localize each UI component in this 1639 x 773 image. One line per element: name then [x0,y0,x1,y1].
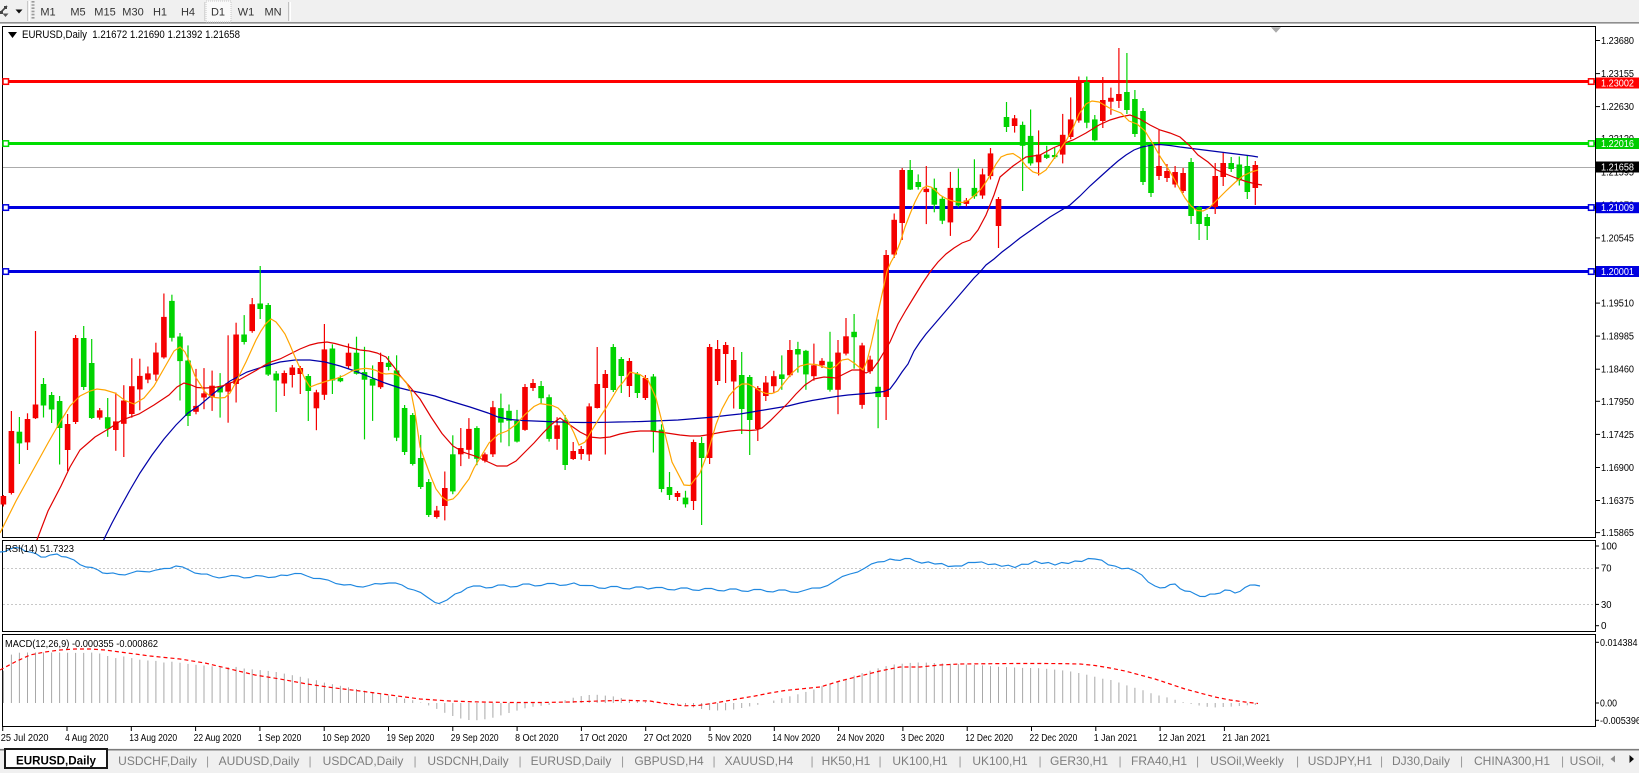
svg-text:22 Aug 2020: 22 Aug 2020 [194,732,242,744]
svg-text:1.16375: 1.16375 [1601,496,1634,507]
svg-text:1.21658: 1.21658 [1601,163,1634,174]
svg-text:1 Sep 2020: 1 Sep 2020 [258,732,302,744]
svg-text:100: 100 [1601,542,1617,553]
svg-text:|: | [1118,754,1121,768]
svg-text:10 Sep 2020: 10 Sep 2020 [322,732,370,744]
svg-text:UK100,H1: UK100,H1 [972,754,1028,768]
svg-text:M15: M15 [94,7,115,19]
svg-text:H4: H4 [181,7,195,19]
svg-text:UK100,H1: UK100,H1 [892,754,948,768]
svg-text:1.19510: 1.19510 [1601,299,1634,310]
svg-text:-0.005396: -0.005396 [1600,716,1639,727]
svg-text:0.00: 0.00 [1600,699,1617,710]
svg-text:22 Dec 2020: 22 Dec 2020 [1030,732,1078,744]
svg-text:|: | [810,754,813,768]
svg-text:MN: MN [264,7,281,19]
svg-text:1.20545: 1.20545 [1601,233,1634,244]
svg-text:|: | [1296,754,1299,768]
svg-text:1.18985: 1.18985 [1601,332,1634,343]
svg-text:1.17950: 1.17950 [1601,397,1634,408]
svg-text:|: | [1196,754,1199,768]
svg-text:5 Nov 2020: 5 Nov 2020 [708,732,752,744]
svg-text:25 Jul 2020: 25 Jul 2020 [1,732,49,744]
svg-text:EURUSD,Daily 1.21672 1.21690: EURUSD,Daily 1.21672 1.21690 1.21392 1.2… [22,29,240,41]
svg-text:17 Oct 2020: 17 Oct 2020 [579,732,627,744]
svg-text:29 Sep 2020: 29 Sep 2020 [451,732,499,744]
svg-text:DJ30,Daily: DJ30,Daily [1392,754,1450,768]
svg-text:1.16900: 1.16900 [1601,463,1634,474]
svg-text:|: | [1380,754,1383,768]
svg-text:1.17425: 1.17425 [1601,430,1634,441]
svg-text:HK50,H1: HK50,H1 [822,754,871,768]
svg-text:27 Oct 2020: 27 Oct 2020 [644,732,692,744]
svg-text:EURUSD,Daily: EURUSD,Daily [531,754,612,768]
svg-text:1.22630: 1.22630 [1601,102,1634,113]
svg-text:|: | [712,754,715,768]
svg-text:0.014384: 0.014384 [1600,638,1638,649]
svg-text:|: | [878,754,881,768]
svg-text:EURUSD,Daily: EURUSD,Daily [16,754,96,768]
svg-text:3 Dec 2020: 3 Dec 2020 [901,732,945,744]
svg-text:1.23680: 1.23680 [1601,36,1634,47]
svg-text:|: | [1561,754,1564,768]
svg-text:|: | [1460,754,1463,768]
svg-text:|: | [308,754,311,768]
svg-text:|: | [1038,754,1041,768]
svg-text:USOil,: USOil, [1570,754,1605,768]
svg-text:1.15865: 1.15865 [1601,528,1634,539]
svg-text:USDJPY,H1: USDJPY,H1 [1308,754,1373,768]
svg-text:1.21009: 1.21009 [1601,203,1634,214]
svg-text:1.18460: 1.18460 [1601,365,1634,376]
svg-text:1.23002: 1.23002 [1601,79,1634,90]
svg-text:1.23155: 1.23155 [1601,69,1634,80]
svg-text:12 Dec 2020: 12 Dec 2020 [965,732,1013,744]
svg-text:30: 30 [1601,600,1612,611]
svg-text:USDCHF,Daily: USDCHF,Daily [118,754,197,768]
svg-text:21 Jan 2021: 21 Jan 2021 [1222,732,1270,744]
svg-text:XAUUSD,H4: XAUUSD,H4 [725,754,794,768]
svg-text:|: | [206,754,209,768]
svg-text:70: 70 [1601,564,1612,575]
svg-text:W1: W1 [238,7,255,19]
svg-text:GER30,H1: GER30,H1 [1050,754,1108,768]
svg-text:0: 0 [1601,621,1607,632]
svg-text:MACD(12,26,9) -0.000355 -0.000: MACD(12,26,9) -0.000355 -0.000862 [5,638,158,650]
svg-text:|: | [518,754,521,768]
svg-text:CHINA300,H1: CHINA300,H1 [1474,754,1550,768]
svg-text:USDCNH,Daily: USDCNH,Daily [427,754,508,768]
svg-text:RSI(14) 51.7323: RSI(14) 51.7323 [5,543,74,555]
svg-text:AUDUSD,Daily: AUDUSD,Daily [219,754,300,768]
svg-text:1 Jan 2021: 1 Jan 2021 [1094,732,1138,744]
svg-text:1.21595: 1.21595 [1601,167,1634,178]
svg-text:24 Nov 2020: 24 Nov 2020 [837,732,885,744]
svg-text:1.20001: 1.20001 [1601,267,1634,278]
svg-text:13 Aug 2020: 13 Aug 2020 [129,732,177,744]
svg-text:|: | [413,754,416,768]
svg-text:M30: M30 [122,7,143,19]
svg-text:M5: M5 [70,7,85,19]
svg-text:GBPUSD,H4: GBPUSD,H4 [634,754,704,768]
svg-text:19 Sep 2020: 19 Sep 2020 [387,732,435,744]
svg-text:1.22016: 1.22016 [1601,139,1634,150]
svg-text:14 Nov 2020: 14 Nov 2020 [772,732,820,744]
svg-text:D1: D1 [211,7,225,19]
svg-text:4 Aug 2020: 4 Aug 2020 [65,732,109,744]
svg-text:USOil,Weekly: USOil,Weekly [1210,754,1284,768]
svg-text:|: | [621,754,624,768]
svg-text:H1: H1 [153,7,167,19]
svg-text:FRA40,H1: FRA40,H1 [1131,754,1187,768]
svg-text:|: | [958,754,961,768]
svg-text:M1: M1 [40,7,55,19]
svg-text:8 Oct 2020: 8 Oct 2020 [515,732,559,744]
svg-text:12 Jan 2021: 12 Jan 2021 [1158,732,1206,744]
svg-text:USDCAD,Daily: USDCAD,Daily [323,754,404,768]
